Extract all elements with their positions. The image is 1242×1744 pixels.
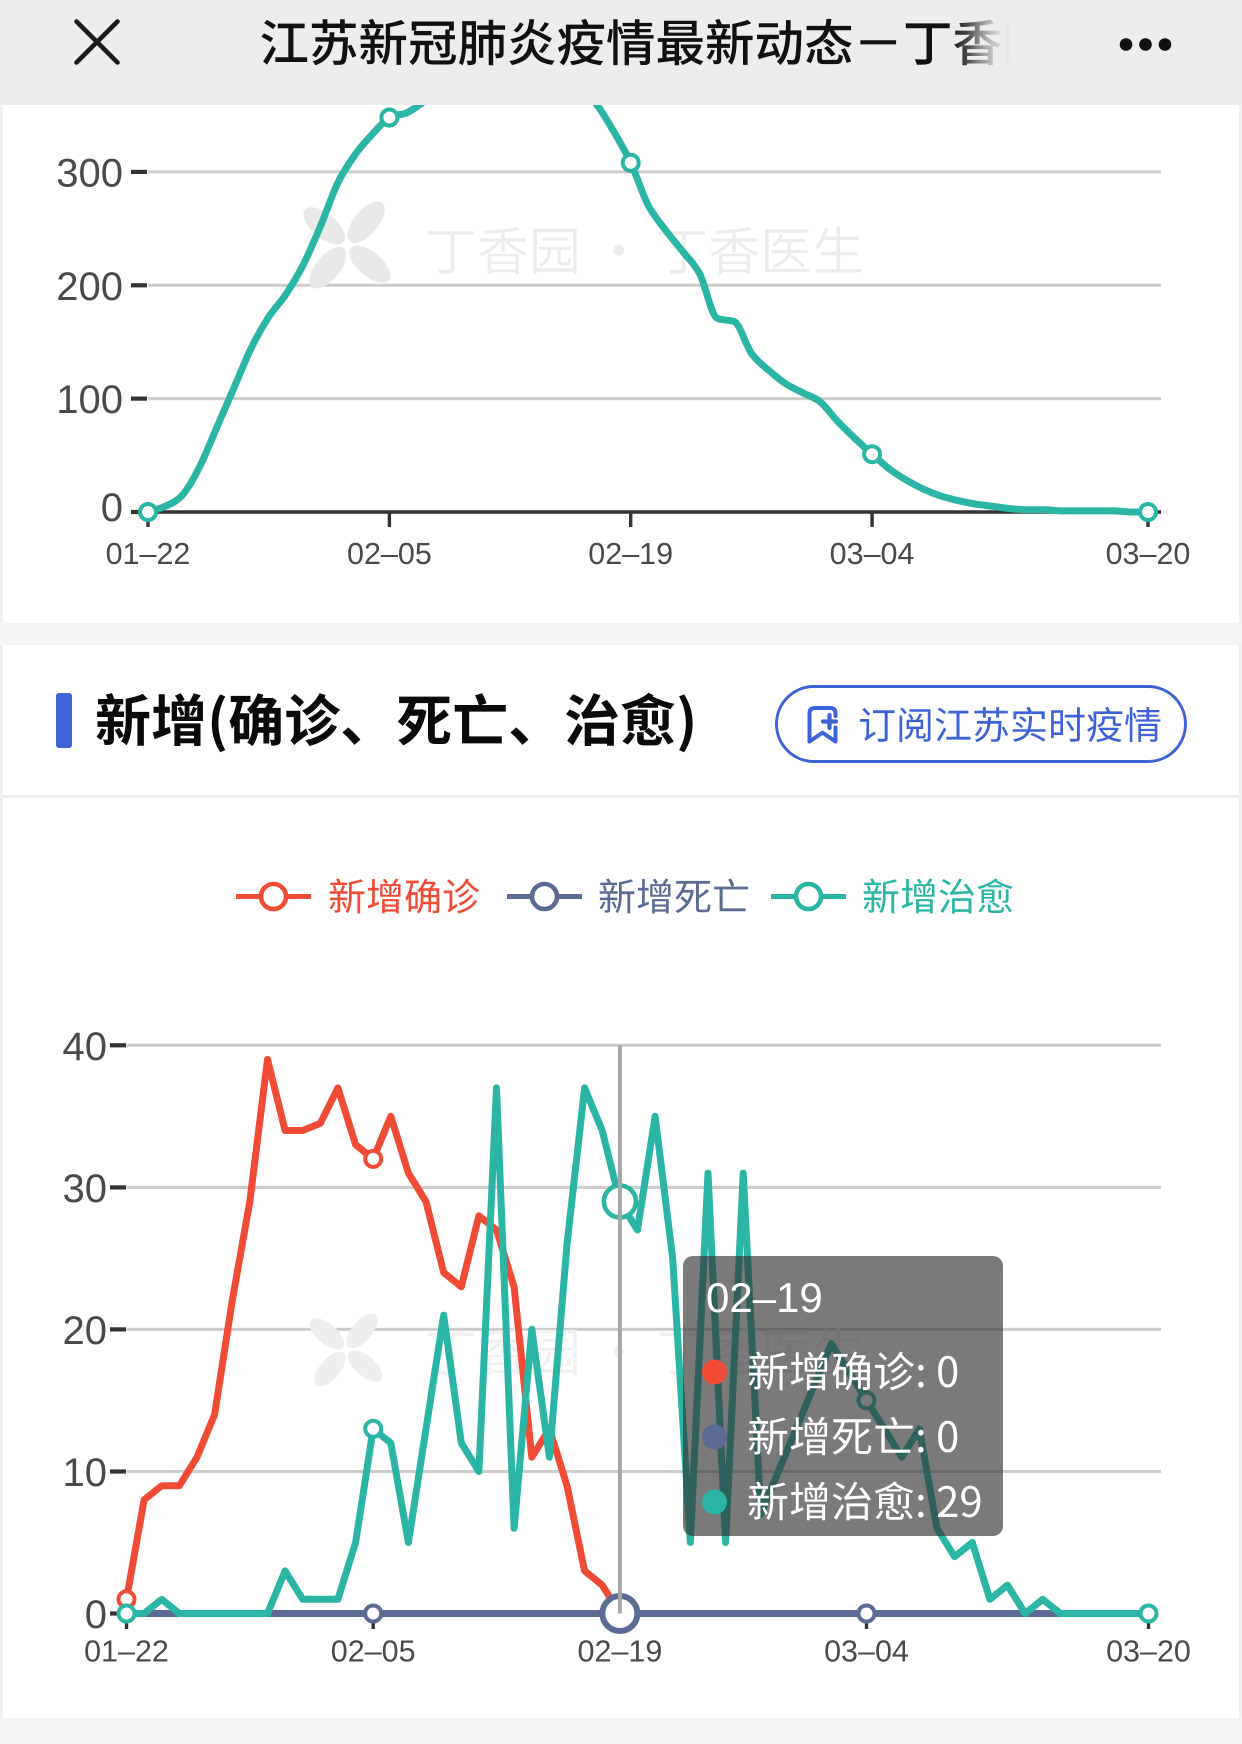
svg-text:02–19: 02–19 bbox=[706, 1274, 823, 1321]
svg-text:20: 20 bbox=[63, 1309, 108, 1353]
svg-text:300: 300 bbox=[56, 151, 123, 195]
svg-text:03–20: 03–20 bbox=[1106, 1635, 1191, 1669]
svg-text:02–19: 02–19 bbox=[577, 1635, 662, 1669]
svg-text:01–22: 01–22 bbox=[84, 1635, 169, 1669]
svg-text:02–19: 02–19 bbox=[588, 537, 673, 571]
svg-text:30: 30 bbox=[63, 1167, 108, 1211]
svg-text:0: 0 bbox=[85, 1593, 107, 1637]
svg-text:0: 0 bbox=[101, 486, 123, 530]
svg-text:200: 200 bbox=[56, 265, 123, 309]
svg-text:03–04: 03–04 bbox=[830, 537, 915, 571]
svg-text:40: 40 bbox=[63, 1025, 108, 1069]
svg-text:10: 10 bbox=[63, 1451, 108, 1495]
svg-text:02–05: 02–05 bbox=[331, 1635, 416, 1669]
svg-text:100: 100 bbox=[56, 378, 123, 422]
svg-text:03–20: 03–20 bbox=[1106, 537, 1191, 571]
svg-text:03–04: 03–04 bbox=[824, 1635, 909, 1669]
svg-text:02–05: 02–05 bbox=[347, 537, 432, 571]
svg-text:01–22: 01–22 bbox=[106, 537, 191, 571]
